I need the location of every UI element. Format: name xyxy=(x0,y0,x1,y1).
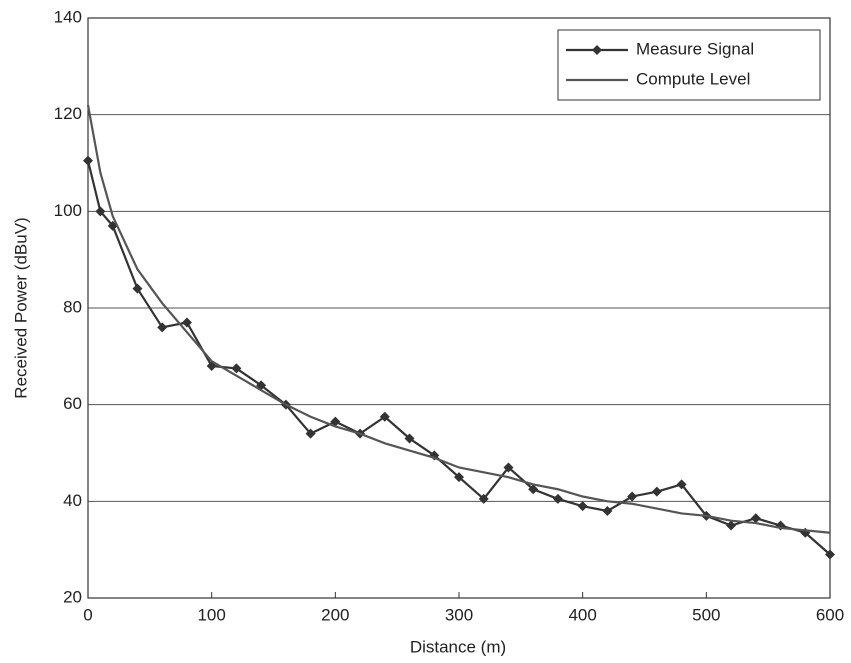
data-point xyxy=(602,506,613,516)
data-point xyxy=(95,206,106,217)
data-point xyxy=(528,484,539,495)
data-point xyxy=(379,411,390,422)
data-point xyxy=(676,479,687,490)
data-point xyxy=(627,491,638,502)
data-point xyxy=(577,501,588,512)
data-point xyxy=(454,472,464,483)
y-tick-label: 80 xyxy=(63,297,82,316)
legend-box xyxy=(557,29,821,101)
plot-frame xyxy=(87,17,831,599)
legend-label: Measure Signal xyxy=(636,39,754,58)
x-tick-label: 600 xyxy=(816,605,844,624)
data-point xyxy=(726,520,737,531)
x-tick-label: 400 xyxy=(568,605,596,624)
y-tick-label: 100 xyxy=(54,201,82,220)
y-tick-label: 120 xyxy=(54,104,82,123)
x-tick-label: 0 xyxy=(83,605,92,624)
x-tick-label: 500 xyxy=(692,605,720,624)
y-tick-label: 20 xyxy=(63,587,82,606)
legend-label: Compute Level xyxy=(636,69,750,88)
data-point xyxy=(478,493,489,504)
series-line xyxy=(86,104,831,534)
y-tick-label: 40 xyxy=(63,491,82,510)
data-point xyxy=(181,317,192,328)
data-point xyxy=(305,428,316,439)
data-point xyxy=(825,549,835,560)
series-line xyxy=(86,160,831,556)
data-point xyxy=(404,433,415,444)
y-tick-label: 140 xyxy=(54,7,82,26)
data-point xyxy=(157,322,168,333)
data-point xyxy=(83,155,93,166)
data-point xyxy=(330,416,341,427)
y-axis-label: Received Power (dBuV) xyxy=(11,217,30,398)
x-tick-label: 300 xyxy=(445,605,473,624)
y-tick-label: 60 xyxy=(63,394,82,413)
data-point xyxy=(231,363,242,374)
data-point xyxy=(503,462,514,473)
data-point xyxy=(552,493,563,504)
x-axis-label: Distance (m) xyxy=(410,637,506,656)
data-point xyxy=(651,486,662,497)
x-tick-label: 200 xyxy=(321,605,349,624)
data-point xyxy=(750,513,761,524)
data-point xyxy=(132,283,143,294)
legend-marker xyxy=(592,45,602,55)
x-tick-label: 100 xyxy=(197,605,225,624)
